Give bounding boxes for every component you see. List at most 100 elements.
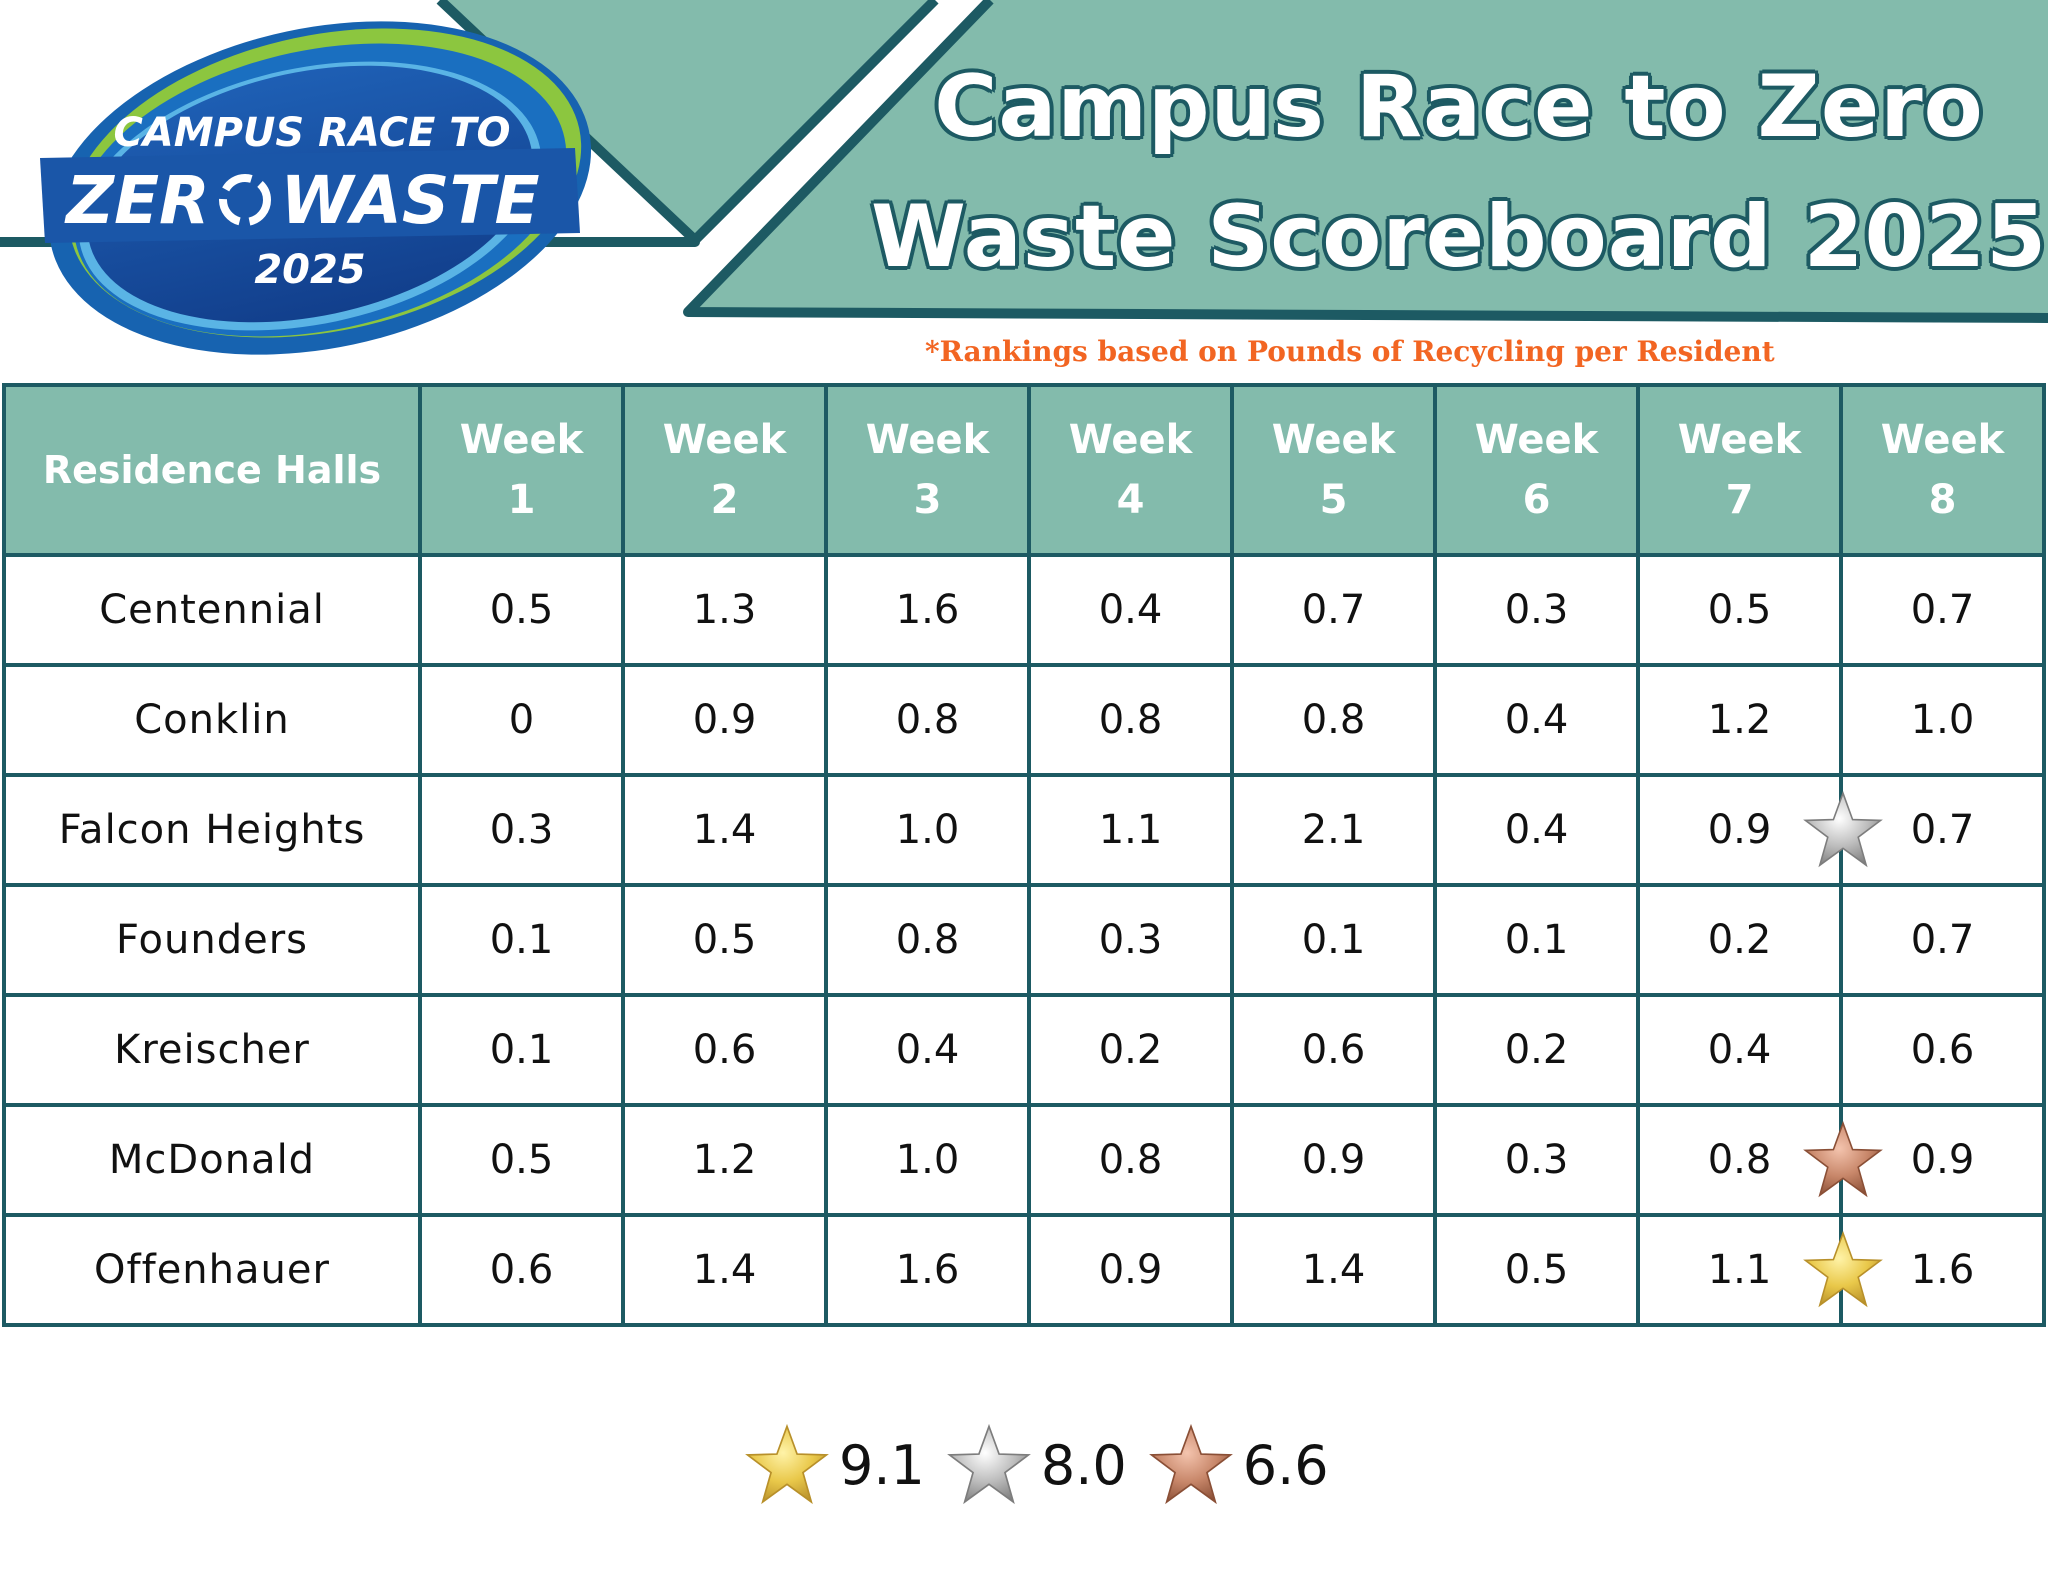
hall-name: Falcon Heights [2,773,422,887]
table-row: Centennial 0.5 1.3 1.6 0.4 0.7 0.3 0.5 0.7 [2,553,2046,667]
week-value-cell: 1.1 [1027,773,1234,887]
week-value: 0.3 [1098,917,1163,963]
table-row: Kreischer 0.1 0.6 0.4 0.2 0.6 0.2 0.4 0.6 [2,993,2046,1107]
scoreboard-table: Residence Halls Week 1 Week 2 Week 3 Week 4 Week… [2,383,2046,1327]
week-value: 0.3 [489,807,554,853]
campus-race-logo: CAMPUS RACE TO ZER WASTE 2025 [40,21,592,355]
week-value-cell: 0.4 [1636,993,1843,1107]
week-value-cell: 0.6 [1230,993,1437,1107]
week-value: 0.8 [1707,1137,1772,1183]
week-value: 1.3 [692,587,757,633]
week-value-cell: 0.4 [824,993,1031,1107]
legend-item-gold: 9.1 [745,1423,925,1507]
rankings-note: *Rankings based on Pounds of Recycling p… [925,335,1775,368]
week-label: Week [865,417,990,463]
week-value: 0.6 [489,1247,554,1293]
week-value: 0 [508,697,535,743]
table-body: Centennial 0.5 1.3 1.6 0.4 0.7 0.3 0.5 0.7 Conkli… [2,553,2046,1327]
week-value-cell: 0.7 [1839,553,2046,667]
silver-star-icon [946,1423,1031,1505]
legend-item-silver: 8.0 [946,1423,1127,1507]
week-value-cell: 0.5 [418,553,625,667]
week-number: 2 [710,477,739,523]
week-value: 0.5 [1707,587,1772,633]
week-value: 1.6 [895,587,960,633]
week-value: 0.4 [1098,587,1163,633]
week-value-cell: 0.3 [418,773,625,887]
week-header-3: Week 3 [824,383,1031,557]
week-value: 1.4 [692,1247,757,1293]
week-value: 0.3 [1504,1137,1569,1183]
week-value: 1.4 [1301,1247,1366,1293]
hall-name: Kreischer [2,993,422,1107]
week-value-cell: 0.2 [1433,993,1640,1107]
recycle-icon [219,174,271,226]
title-line-2: Waste Scoreboard 2025 [870,187,2048,287]
medal-legend: 9.1 8.0 6.6 [745,1420,1351,1510]
table-row: Founders 0.1 0.5 0.8 0.3 0.1 0.1 0.2 0.7 [2,883,2046,997]
week-header-1: Week 1 [418,383,625,557]
week-value: 0.4 [1504,697,1569,743]
week-value-cell: 1.6 [1803,1213,2046,1327]
week-value-cell: 0.3 [1433,1103,1640,1217]
week-value: 0.7 [1910,587,1975,633]
week-value: 0.5 [489,1137,554,1183]
week-value-cell: 0.6 [418,1213,625,1327]
week-value: 2.1 [1301,807,1366,853]
week-value: 0.9 [1910,1137,1975,1183]
week-value: 0.8 [1098,1137,1163,1183]
gold-star-icon [1803,1230,1883,1308]
week-value-cell: 1.4 [621,1213,828,1327]
week-value: 1.2 [692,1137,757,1183]
week-value-cell: 1.4 [621,773,828,887]
week-value-cell: 0.8 [824,663,1031,777]
week-value-cell: 0.2 [1636,883,1843,997]
week-value-cell: 0.9 [1636,773,1843,887]
week-number: 3 [913,477,942,523]
week-value-cell: 1.2 [1636,663,1843,777]
week-value-cell: 0.5 [621,883,828,997]
week-value: 0.9 [1098,1247,1163,1293]
week-value-cell: 0.6 [621,993,828,1107]
week-value-cell: 0.5 [1636,553,1843,667]
week-value: 0.9 [1301,1137,1366,1183]
week-value-cell: 0.4 [1027,553,1234,667]
week-header-5: Week 5 [1230,383,1437,557]
legend-item-bronze: 6.6 [1148,1423,1329,1507]
bronze-star-icon [1148,1423,1233,1505]
table-row: Offenhauer 0.6 1.4 1.6 0.9 1.4 0.5 1.1 1.6 [2,1213,2046,1327]
table-row: Conklin 0 0.9 0.8 0.8 0.8 0.4 1.2 1.0 [2,663,2046,777]
week-header-8: Week 8 [1839,383,2046,557]
week-value: 0.6 [1301,1027,1366,1073]
week-value-cell: 1.6 [824,1213,1031,1327]
week-header-7: Week 7 [1636,383,1843,557]
week-value: 0.7 [1910,807,1975,853]
week-value: 0.2 [1504,1027,1569,1073]
week-value-cell: 0.4 [1433,663,1640,777]
hall-name: Offenhauer [2,1213,422,1327]
hall-name: Conklin [2,663,422,777]
week-number: 4 [1116,477,1145,523]
week-value: 1.0 [895,1137,960,1183]
week-value-cell: 0.8 [1027,1103,1234,1217]
week-value-cell: 0.5 [1433,1213,1640,1327]
week-value-cell: 1.0 [824,1103,1031,1217]
week-value-cell: 0.1 [1433,883,1640,997]
hall-name: Centennial [2,553,422,667]
week-value: 0.1 [1504,917,1569,963]
week-label: Week [1068,417,1193,463]
week-value: 1.6 [895,1247,960,1293]
week-value-cell: 1.0 [824,773,1031,887]
week-value: 1.1 [1707,1247,1772,1293]
hall-name: McDonald [2,1103,422,1217]
week-value-cell: 0.1 [1230,883,1437,997]
table-row: Falcon Heights 0.3 1.4 1.0 1.1 2.1 0.4 0.9 0.7 [2,773,2046,887]
week-value: 0.4 [1504,807,1569,853]
week-label: Week [1880,417,2005,463]
week-value: 0.8 [895,697,960,743]
week-header-4: Week 4 [1027,383,1234,557]
week-value: 1.1 [1098,807,1163,853]
week-value-cell: 0 [418,663,625,777]
week-value: 1.2 [1707,697,1772,743]
week-label: Week [1677,417,1802,463]
